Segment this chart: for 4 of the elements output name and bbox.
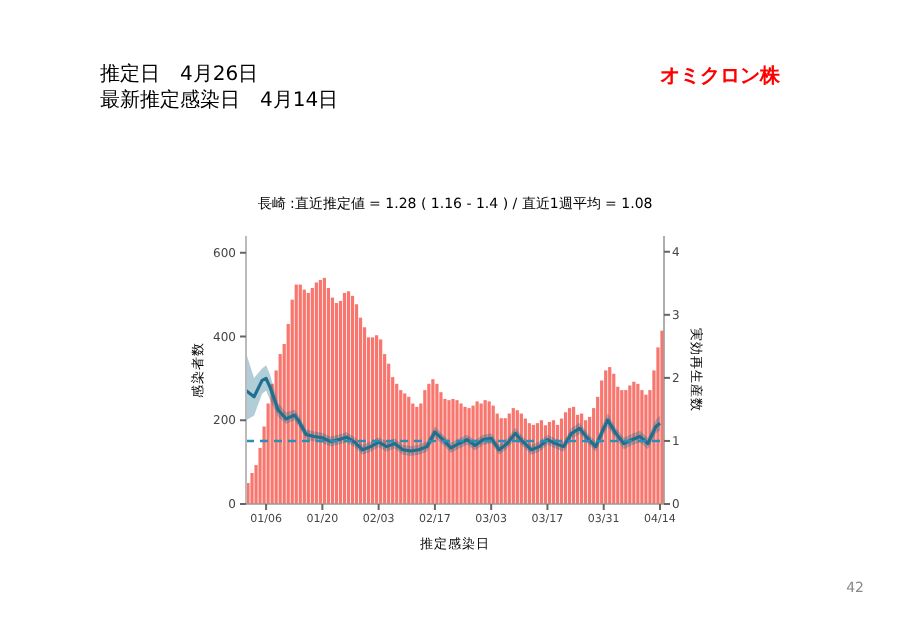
text: 最新推定感染日 4月14日 [100,88,339,112]
line-series [246,376,662,453]
text: 推定日 4月26日 [100,62,259,86]
text: オミクロン株 [660,64,782,88]
